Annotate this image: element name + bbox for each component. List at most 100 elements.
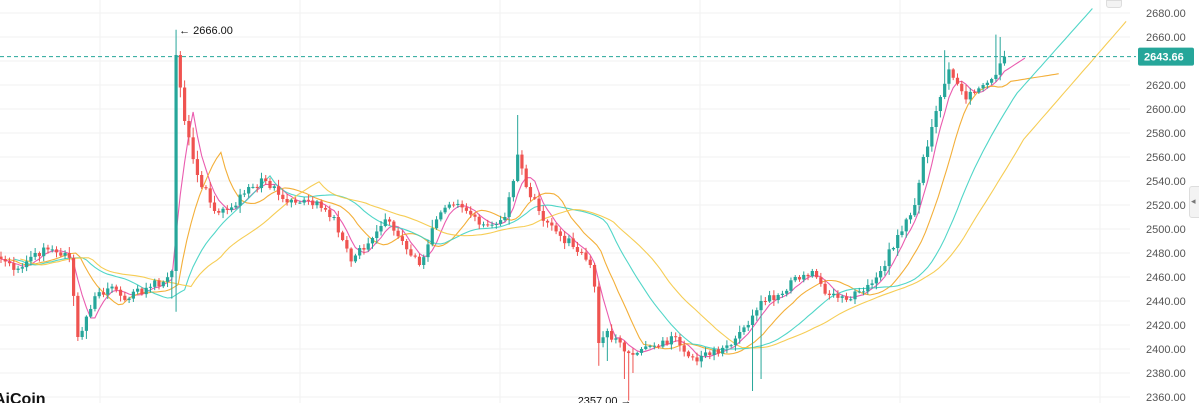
candle: [601, 331, 605, 348]
candle: [477, 214, 481, 230]
candle: [652, 342, 656, 350]
candle: [447, 201, 451, 210]
candle: [298, 200, 302, 205]
y-tick-label: 2420.00: [1146, 320, 1186, 332]
candle: [37, 251, 42, 262]
candle: [627, 350, 631, 401]
candle: [212, 195, 217, 214]
candle: [481, 221, 486, 228]
candle: [836, 290, 840, 302]
candle: [170, 269, 174, 299]
candle: [656, 344, 661, 349]
candle: [614, 334, 618, 344]
candle: [281, 189, 285, 203]
candle: [12, 256, 16, 276]
candle: [588, 256, 592, 269]
candle: [665, 337, 669, 346]
candle: [7, 257, 12, 267]
candle: [853, 289, 857, 304]
candle: [131, 289, 135, 302]
candle: [259, 172, 264, 193]
candle: [733, 335, 738, 351]
axis-collapse-handle[interactable]: ◂: [1189, 186, 1199, 218]
candle: [417, 253, 422, 267]
candle: [33, 248, 37, 261]
candle: [669, 331, 673, 350]
candle: [951, 68, 955, 81]
candle: [187, 114, 191, 146]
candle: [358, 245, 362, 260]
y-tick-label: 2360.00: [1146, 392, 1186, 403]
candle: [234, 202, 238, 210]
candle: [772, 290, 776, 306]
candle: [498, 215, 503, 227]
candle: [879, 266, 883, 281]
candle: [708, 350, 712, 360]
candle: [178, 51, 182, 98]
candle: [101, 287, 106, 298]
candle: [780, 290, 785, 298]
candle: [157, 278, 161, 290]
candle: [925, 140, 930, 164]
candle: [550, 217, 554, 231]
candle: [699, 350, 703, 368]
candle: [486, 219, 490, 228]
candle: [375, 225, 379, 244]
candle: [631, 348, 635, 373]
candle: [422, 254, 426, 269]
candle: [511, 179, 515, 202]
candle: [622, 340, 627, 379]
candle: [913, 198, 917, 218]
candle: [426, 239, 430, 262]
candle: [682, 340, 686, 357]
y-tick-label: 2380.00: [1146, 368, 1186, 380]
candle: [904, 217, 908, 238]
candle: [76, 292, 80, 341]
candle: [797, 275, 802, 282]
candle: [695, 352, 699, 366]
candle: [964, 84, 968, 104]
candle: [396, 227, 400, 239]
candle: [268, 177, 272, 190]
y-tick-label: 2480.00: [1146, 248, 1186, 260]
candle: [89, 304, 93, 319]
candle: [336, 210, 340, 238]
candle: [725, 340, 729, 354]
high-annotation: ← 2666.00: [179, 25, 233, 37]
candle: [968, 87, 972, 105]
candle: [148, 283, 153, 293]
candle: [328, 205, 332, 222]
candle: [938, 95, 942, 118]
candle: [930, 118, 934, 152]
candle: [823, 279, 827, 296]
candle: [469, 206, 473, 218]
candle: [810, 268, 814, 278]
ma-line-10: [7, 73, 1059, 355]
candle: [144, 282, 148, 298]
candle: [84, 315, 88, 339]
y-tick-label: 2680.00: [1146, 8, 1186, 20]
y-tick-label: 2500.00: [1146, 224, 1186, 236]
candle: [345, 236, 349, 253]
candle: [516, 115, 520, 183]
candle: [323, 205, 328, 212]
candle: [195, 150, 200, 183]
candles: [0, 29, 1007, 401]
candle: [776, 293, 780, 304]
candle: [703, 347, 708, 359]
y-tick-label: 2540.00: [1146, 176, 1186, 188]
y-tick-label: 2440.00: [1146, 296, 1186, 308]
candle: [473, 212, 477, 222]
candle: [114, 284, 118, 293]
candle: [255, 184, 259, 193]
candle: [165, 272, 170, 288]
candle: [383, 213, 387, 228]
top-settings-handle[interactable]: [1106, 0, 1122, 8]
candle: [490, 221, 494, 229]
candle: [1002, 50, 1007, 66]
candle: [67, 247, 71, 263]
candle: [541, 205, 545, 227]
candle: [302, 197, 306, 206]
candle: [225, 205, 229, 215]
candle: [785, 288, 789, 297]
